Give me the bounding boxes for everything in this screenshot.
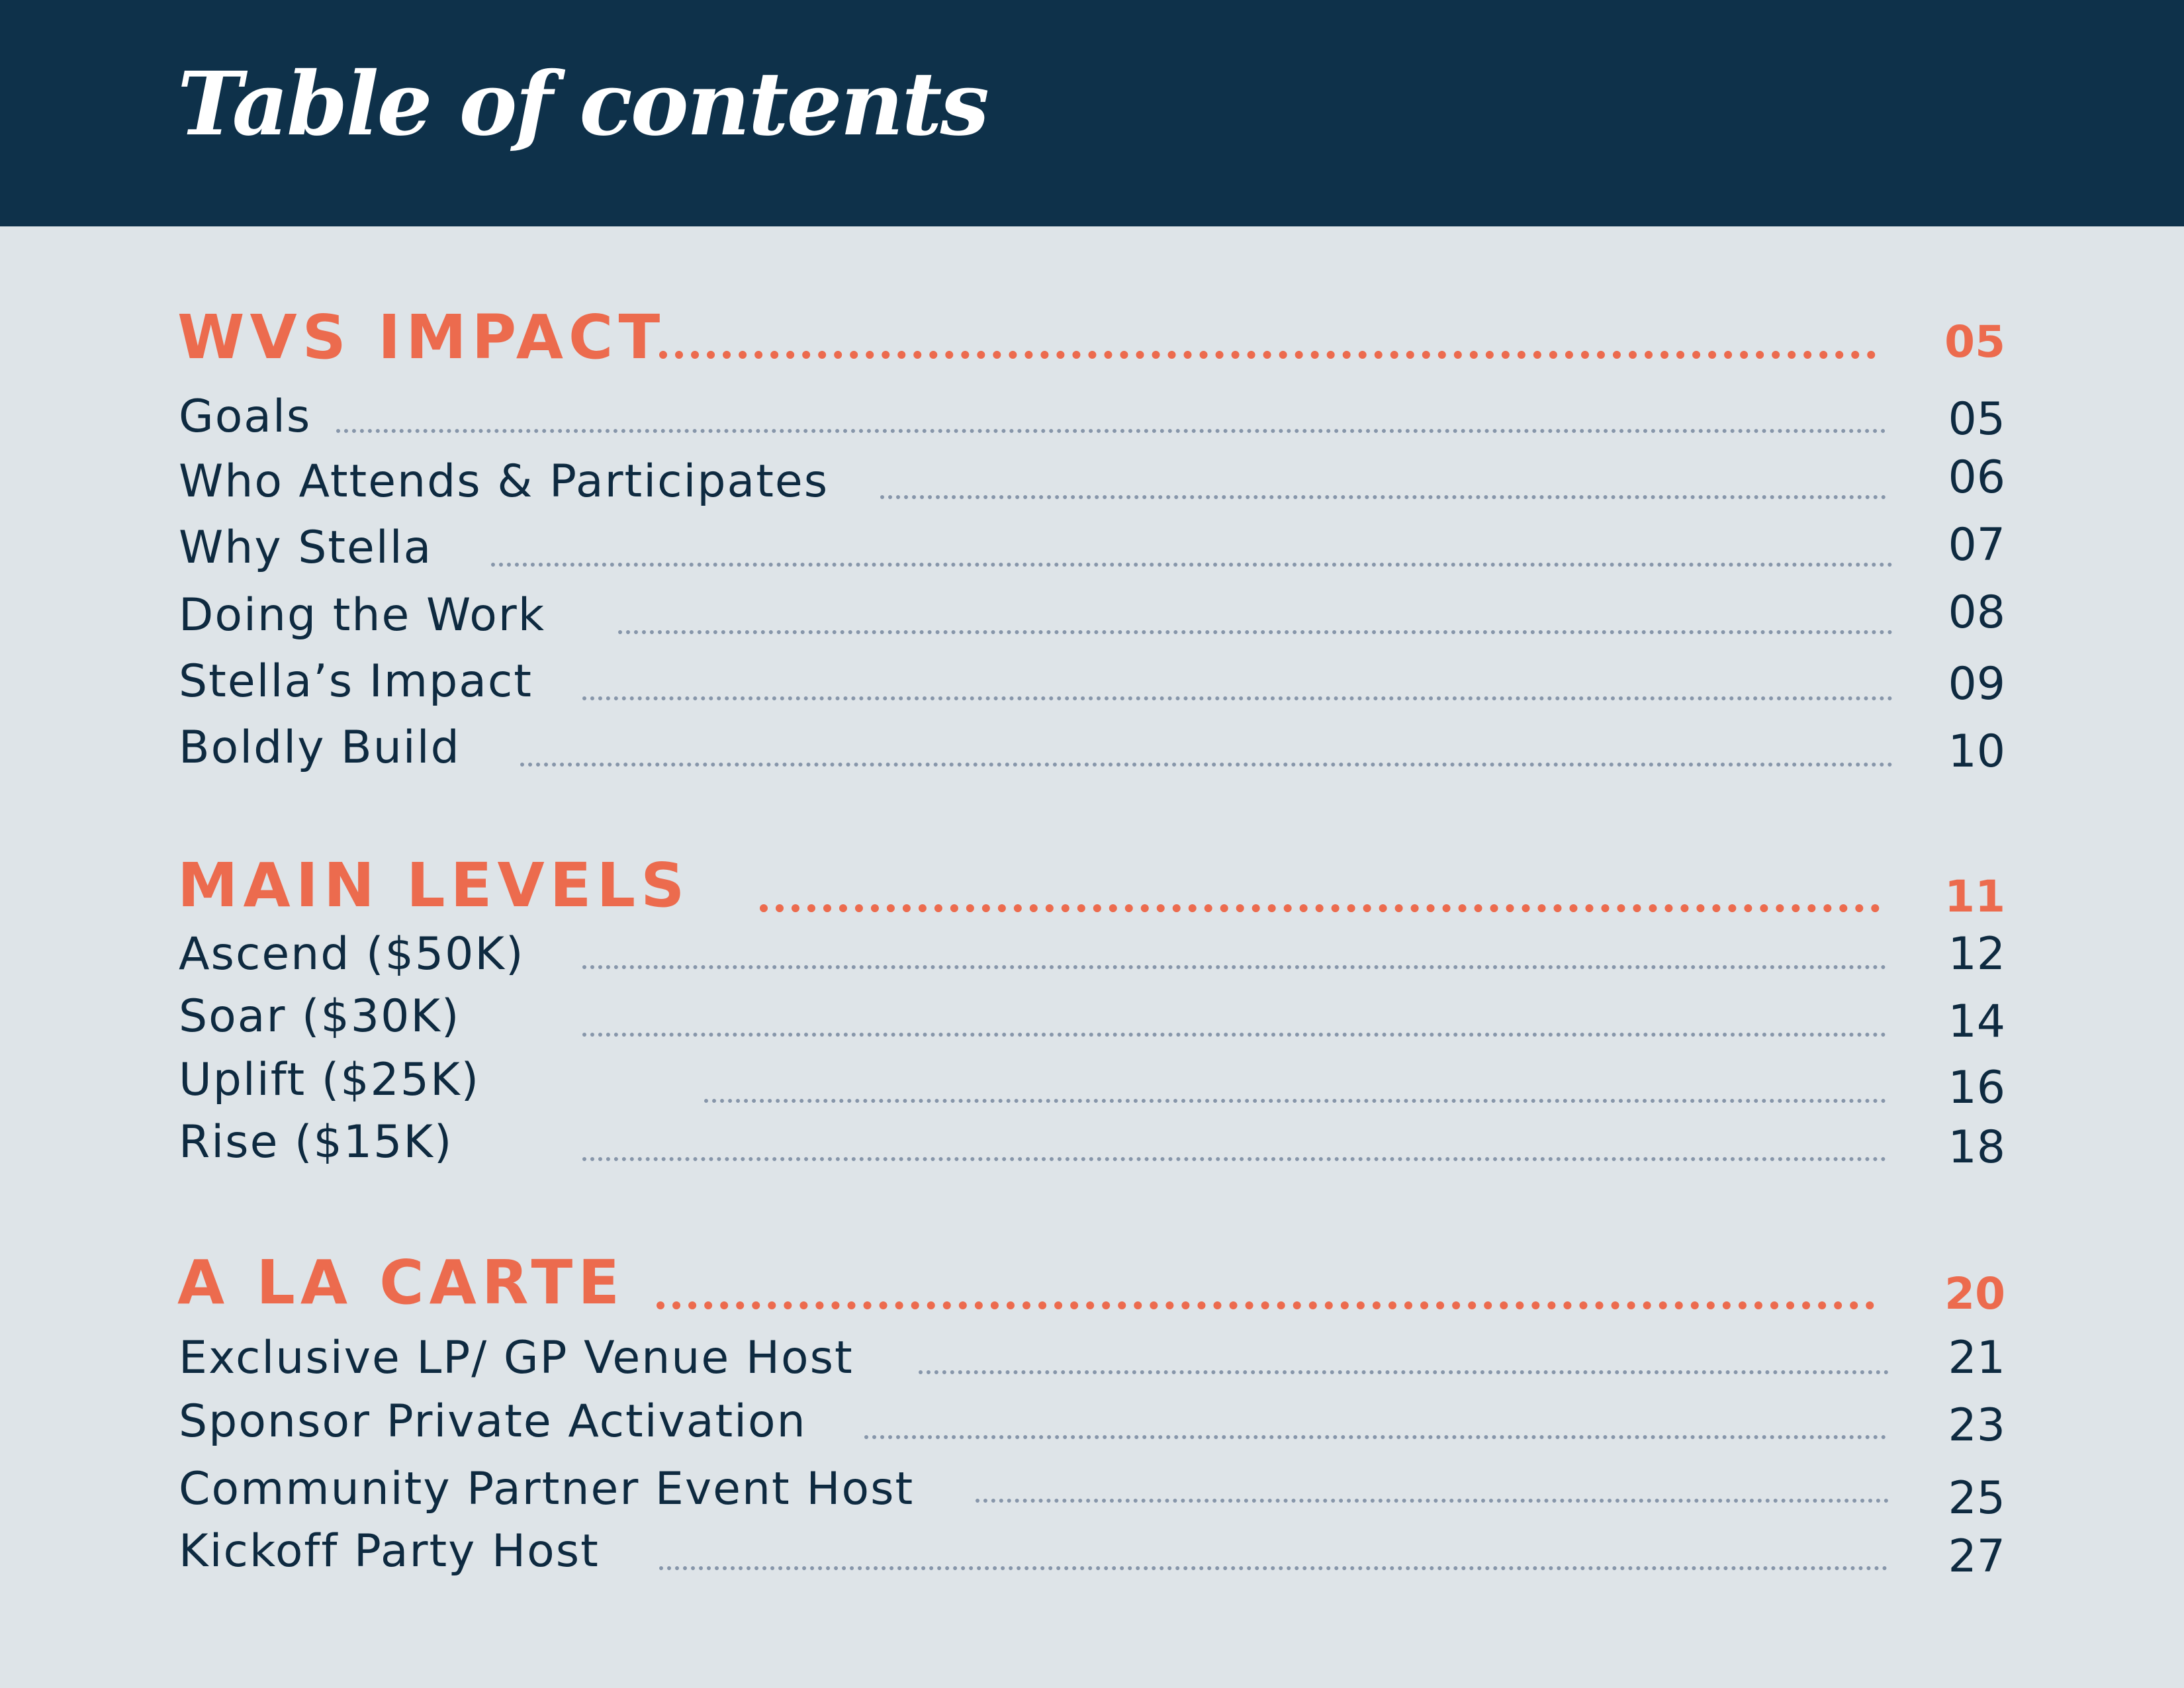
section-page-number: 11 bbox=[1944, 871, 2005, 922]
toc-entry-soar[interactable]: Soar ($30K) bbox=[179, 990, 461, 1043]
page-title: Table of contents bbox=[177, 53, 989, 156]
toc-entry-page-number: 06 bbox=[1948, 451, 2005, 504]
toc-entry-sponsor-private-activation[interactable]: Sponsor Private Activation bbox=[179, 1395, 807, 1448]
toc-entry-page-number: 09 bbox=[1948, 658, 2005, 710]
toc-entry-ascend[interactable]: Ascend ($50K) bbox=[179, 928, 525, 980]
section-heading-wvs-impact: WVS IMPACT bbox=[177, 302, 666, 373]
entry-leader bbox=[618, 630, 1893, 634]
entry-leader bbox=[880, 495, 1886, 499]
section-leader bbox=[657, 1301, 1874, 1309]
toc-entry-page-number: 25 bbox=[1948, 1472, 2005, 1524]
entry-leader bbox=[520, 763, 1893, 767]
entry-leader bbox=[976, 1499, 1889, 1503]
entry-leader bbox=[919, 1370, 1889, 1374]
entry-leader bbox=[582, 696, 1893, 700]
toc-entry-why-stella[interactable]: Why Stella bbox=[179, 522, 433, 574]
toc-entry-who-attends-participates[interactable]: Who Attends & Participates bbox=[179, 455, 829, 508]
section-leader bbox=[760, 904, 1880, 912]
toc-entry-exclusive-lp-gp-venue-host[interactable]: Exclusive LP/ GP Venue Host bbox=[179, 1332, 854, 1384]
entry-leader bbox=[336, 429, 1886, 433]
section-leader bbox=[659, 351, 1876, 359]
toc-entry-page-number: 16 bbox=[1948, 1062, 2005, 1114]
entry-leader bbox=[659, 1566, 1888, 1570]
entry-leader bbox=[704, 1099, 1886, 1103]
toc-entry-page-number: 12 bbox=[1948, 928, 2005, 980]
toc-entry-page-number: 18 bbox=[1948, 1121, 2005, 1174]
toc-entry-goals[interactable]: Goals bbox=[179, 391, 312, 443]
entry-leader bbox=[864, 1435, 1886, 1439]
toc-entry-page-number: 23 bbox=[1948, 1399, 2005, 1452]
section-page-number: 20 bbox=[1944, 1268, 2005, 1319]
toc-entry-boldly-build[interactable]: Boldly Build bbox=[179, 722, 461, 774]
entry-leader bbox=[582, 965, 1886, 969]
toc-entry-page-number: 05 bbox=[1948, 393, 2005, 445]
entry-leader bbox=[582, 1157, 1886, 1161]
toc-entry-doing-the-work[interactable]: Doing the Work bbox=[179, 589, 546, 641]
toc-entry-page-number: 27 bbox=[1948, 1530, 2005, 1583]
toc-entry-page-number: 21 bbox=[1948, 1332, 2005, 1384]
toc-entry-community-partner-event-host[interactable]: Community Partner Event Host bbox=[179, 1463, 915, 1515]
toc-entry-kickoff-party-host[interactable]: Kickoff Party Host bbox=[179, 1525, 600, 1577]
toc-entry-page-number: 07 bbox=[1948, 519, 2005, 571]
section-page-number: 05 bbox=[1944, 316, 2005, 367]
section-heading-a-la-carte: A LA CARTE bbox=[177, 1247, 625, 1318]
entry-leader bbox=[491, 563, 1893, 567]
toc-entry-page-number: 14 bbox=[1948, 996, 2005, 1048]
entry-leader bbox=[582, 1033, 1886, 1037]
section-heading-main-levels: MAIN LEVELS bbox=[177, 850, 690, 921]
toc-entry-page-number: 10 bbox=[1948, 726, 2005, 778]
toc-entry-page-number: 08 bbox=[1948, 586, 2005, 639]
toc-entry-stellas-impact[interactable]: Stella’s Impact bbox=[179, 655, 533, 708]
toc-entry-rise[interactable]: Rise ($15K) bbox=[179, 1116, 453, 1168]
header-band bbox=[0, 0, 2184, 226]
toc-entry-uplift[interactable]: Uplift ($25K) bbox=[179, 1054, 480, 1106]
